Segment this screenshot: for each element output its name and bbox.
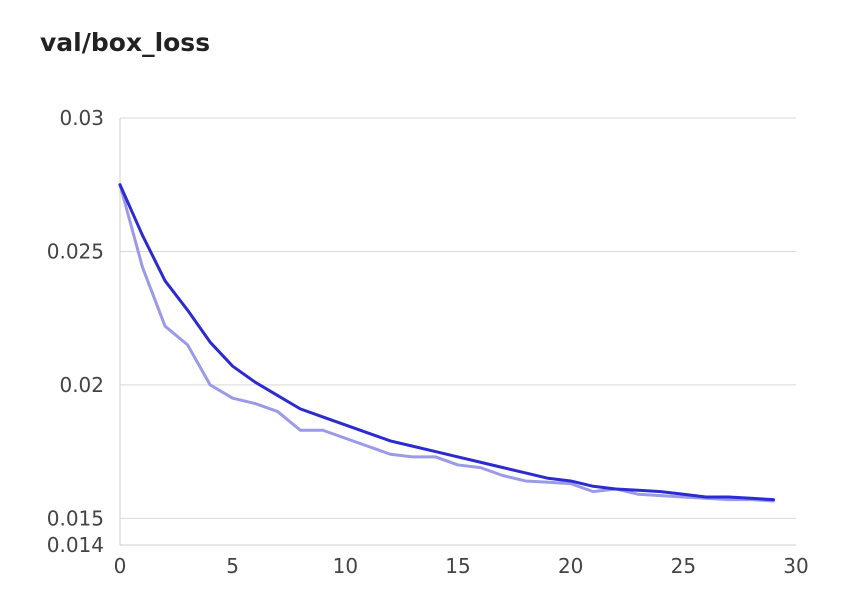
series-line-2 (118, 183, 775, 502)
grid-lines (120, 117, 796, 519)
y-tick-label: 0.014 (47, 533, 104, 557)
chart-title: val/box_loss (40, 28, 211, 57)
y-tick-label: 0.02 (59, 373, 104, 397)
x-tick-label: 30 (783, 554, 808, 578)
x-tick-label: 20 (558, 554, 583, 578)
x-tick-label: 10 (333, 554, 358, 578)
x-tick-label: 15 (445, 554, 470, 578)
series-lines (118, 183, 775, 503)
series-line-1 (118, 183, 775, 503)
axes (119, 118, 796, 546)
y-tick-label: 0.025 (47, 239, 104, 263)
y-tick-labels: 0.03 0.025 0.02 0.015 0.014 (47, 106, 104, 557)
y-tick-label: 0.015 (47, 506, 104, 530)
x-tick-label: 5 (226, 554, 239, 578)
x-tick-label: 25 (671, 554, 696, 578)
y-tick-label: 0.03 (59, 106, 104, 130)
x-tick-label: 0 (114, 554, 127, 578)
x-tick-labels: 0 5 10 15 20 25 30 (114, 554, 809, 578)
